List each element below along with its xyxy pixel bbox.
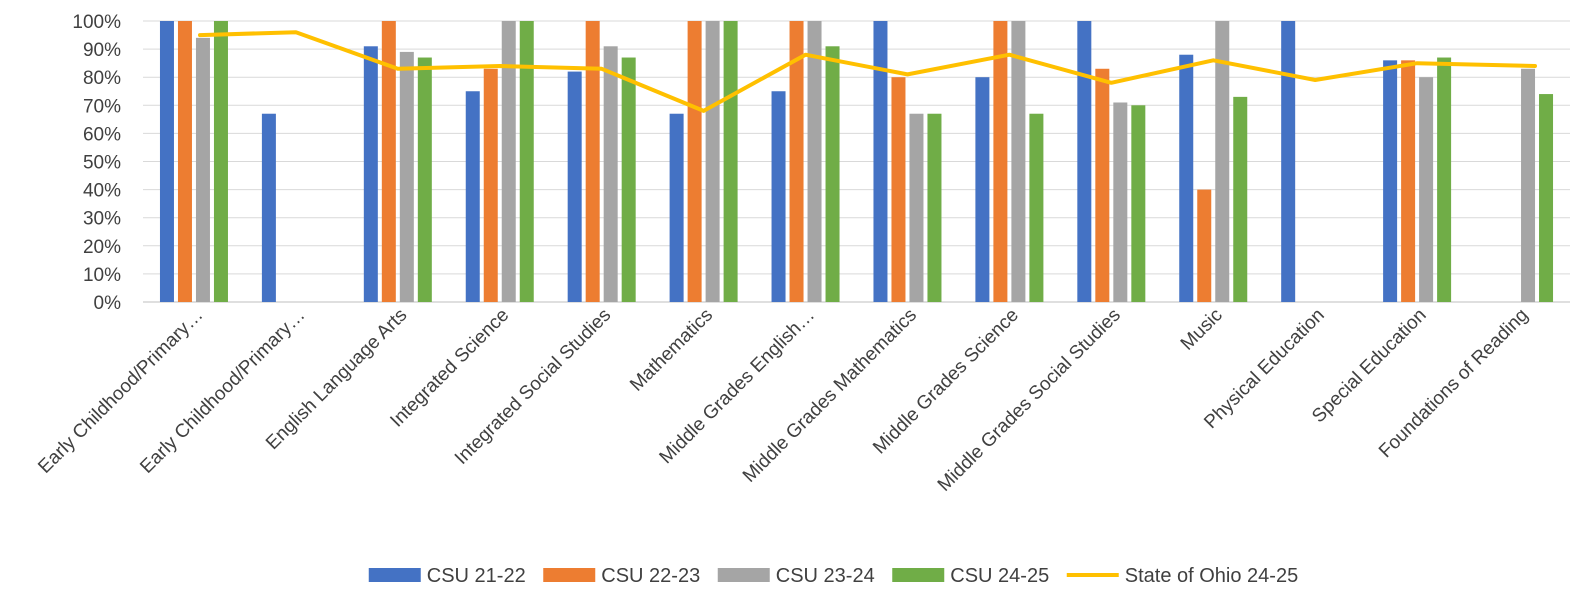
- x-tick-label: Middle Grades Social Studies: [934, 305, 1125, 496]
- bar-csu-22-23: [687, 21, 702, 302]
- bar-csu-24-25: [519, 21, 534, 302]
- legend-swatch: [892, 568, 945, 582]
- y-tick-label: 80%: [83, 68, 121, 89]
- legend-swatch: [717, 568, 770, 582]
- bar-csu-22-23: [1095, 68, 1110, 303]
- bar-csu-21-22: [873, 21, 888, 302]
- bar-csu-22-23: [177, 21, 192, 302]
- bar-csu-23-24: [1419, 77, 1434, 302]
- bar-csu-22-23: [993, 21, 1008, 302]
- bar-csu-24-25: [213, 21, 228, 302]
- bar-csu-22-23: [1197, 189, 1212, 302]
- bar-csu-23-24: [909, 113, 924, 302]
- x-tick-label: Early Childhood/Primary…: [34, 305, 207, 478]
- bar-csu-22-23: [381, 21, 396, 302]
- bar-csu-21-22: [669, 113, 684, 302]
- legend-label: CSU 23-24: [776, 565, 875, 587]
- bar-csu-21-22: [261, 113, 276, 302]
- x-tick-label: Middle Grades Mathematics: [739, 305, 921, 487]
- bar-csu-23-24: [195, 37, 210, 303]
- bar-csu-23-24: [399, 51, 414, 302]
- x-tick-label: Special Education: [1308, 305, 1430, 427]
- legend: CSU 21-22 CSU 22-23 CSU 23-24 CSU 24-25 Stat…: [368, 565, 1298, 587]
- legend-swatch: [368, 568, 421, 582]
- x-axis-ticks: Early Childhood/Primary…Early Childhood/…: [34, 305, 1532, 496]
- bar-csu-24-25: [417, 57, 432, 302]
- y-tick-label: 100%: [72, 12, 121, 33]
- gridlines: [143, 20, 1570, 303]
- bar-csu-21-22: [159, 21, 174, 302]
- line-state-of-ohio-24-25: [198, 30, 1537, 113]
- bar-csu-21-22: [1281, 21, 1296, 302]
- y-tick-label: 0%: [94, 293, 122, 314]
- x-tick-label: Early Childhood/Primary…: [136, 305, 309, 478]
- y-tick-label: 40%: [83, 181, 121, 202]
- y-tick-label: 60%: [83, 124, 121, 145]
- bar-csu-21-22: [771, 91, 786, 302]
- bar-csu-22-23: [483, 68, 498, 303]
- y-axis-ticks: 0% 10% 20% 30% 40% 50% 60% 70% 80% 90% 100%: [72, 12, 121, 314]
- bar-csu-21-22: [567, 71, 582, 302]
- bar-series: [159, 21, 1554, 303]
- y-tick-label: 30%: [83, 209, 121, 230]
- bar-csu-21-22: [363, 46, 378, 302]
- bar-csu-24-25: [1539, 94, 1554, 302]
- bar-csu-22-23: [789, 21, 804, 302]
- bar-csu-21-22: [975, 77, 990, 302]
- legend-swatch: [543, 568, 596, 582]
- bar-csu-23-24: [603, 46, 618, 302]
- bar-csu-22-23: [585, 21, 600, 302]
- bar-csu-24-25: [1029, 113, 1044, 302]
- bar-csu-23-24: [807, 21, 822, 302]
- bar-csu-24-25: [723, 21, 738, 302]
- legend-label: CSU 22-23: [601, 565, 700, 587]
- legend-label: CSU 24-25: [950, 565, 1049, 587]
- bar-csu-23-24: [1011, 21, 1026, 302]
- bar-csu-21-22: [1383, 60, 1398, 303]
- bar-csu-21-22: [1077, 21, 1092, 302]
- bar-csu-23-24: [1521, 68, 1536, 303]
- bar-csu-24-25: [1437, 57, 1452, 302]
- y-tick-label: 20%: [83, 237, 121, 258]
- bar-csu-24-25: [927, 113, 942, 302]
- bar-csu-23-24: [1113, 102, 1128, 303]
- legend-label: State of Ohio 24-25: [1125, 565, 1298, 587]
- bar-csu-24-25: [1131, 105, 1146, 302]
- bar-csu-23-24: [705, 21, 720, 302]
- legend-label: CSU 21-22: [427, 565, 526, 587]
- y-tick-label: 70%: [83, 96, 121, 117]
- line-series: [198, 30, 1537, 113]
- bar-csu-24-25: [825, 46, 840, 302]
- bar-csu-24-25: [621, 57, 636, 302]
- y-tick-label: 10%: [83, 265, 121, 286]
- x-tick-label: Music: [1177, 305, 1227, 355]
- bar-csu-24-25: [1233, 96, 1248, 303]
- x-tick-label: Mathematics: [626, 305, 717, 396]
- bar-csu-23-24: [1215, 21, 1230, 302]
- y-tick-label: 90%: [83, 40, 121, 61]
- bar-csu-22-23: [1401, 60, 1416, 303]
- y-tick-label: 50%: [83, 153, 121, 174]
- bar-csu-21-22: [465, 91, 480, 302]
- bar-csu-21-22: [1179, 54, 1194, 302]
- bar-csu-23-24: [501, 21, 516, 302]
- bar-csu-22-23: [891, 77, 906, 302]
